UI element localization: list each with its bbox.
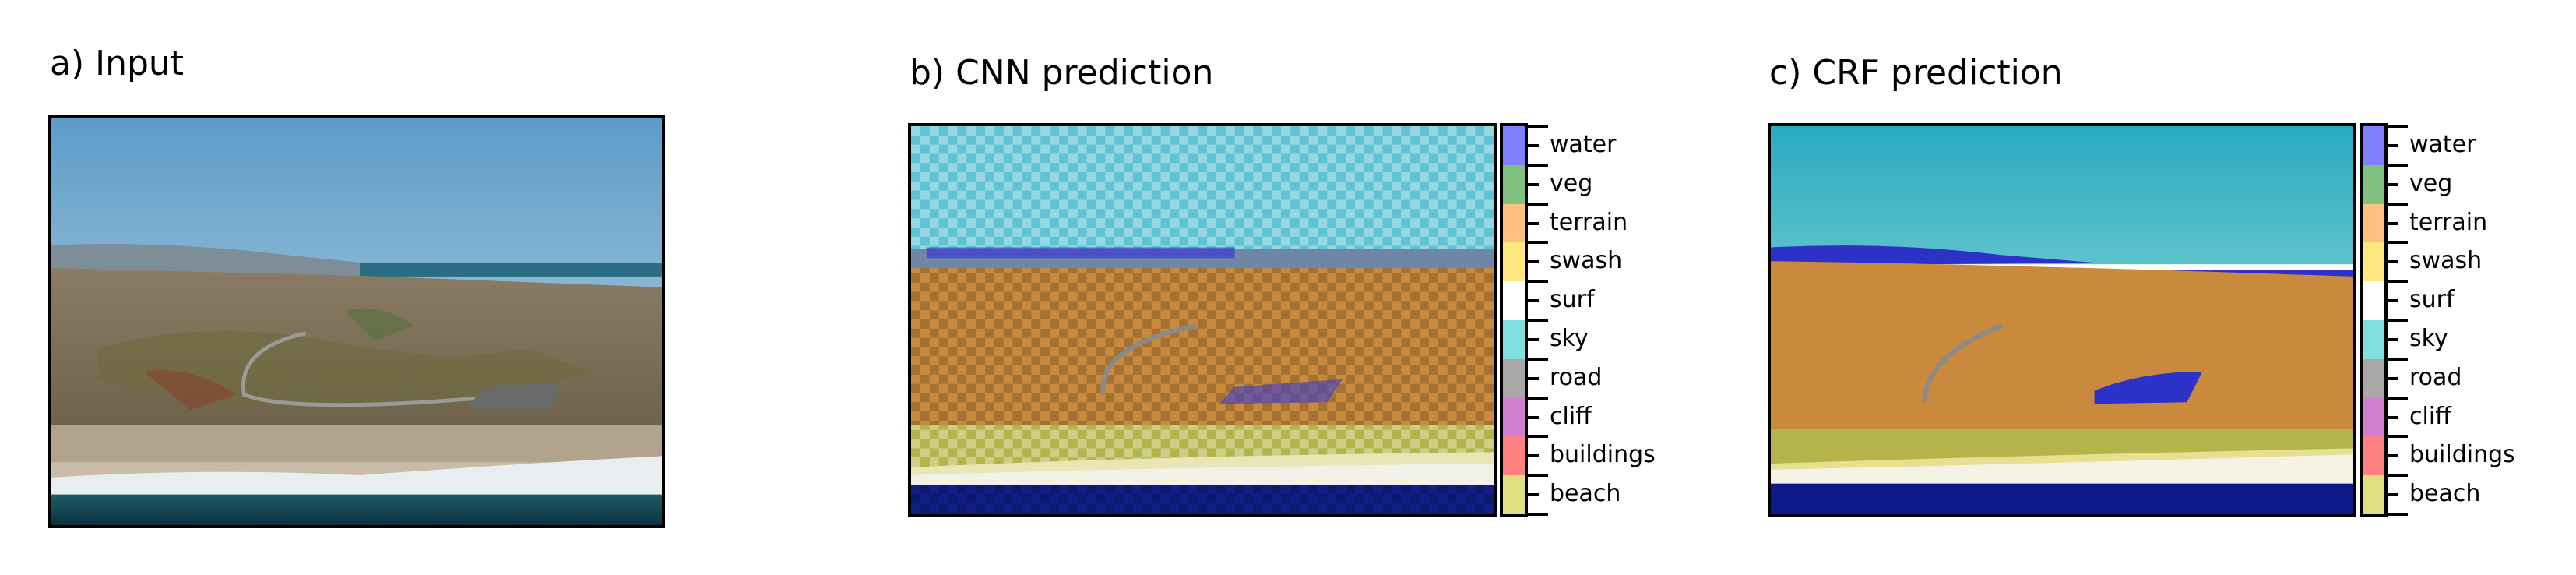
colorbar-segment-swash [1503, 242, 1525, 282]
colorbar-label-veg: veg [1550, 169, 1593, 197]
colorbar-boundary-tick [1528, 280, 1548, 284]
colorbar-boundary-tick [1528, 163, 1548, 167]
colorbar-boundary-tick [1528, 474, 1548, 478]
colorbar-boundary-tick [1528, 125, 1548, 128]
colorbar-label-veg: veg [2409, 169, 2453, 197]
colorbar-tick [1528, 221, 1539, 225]
colorbar-segment-surf [2363, 281, 2384, 320]
colorbar-tick [2388, 143, 2398, 147]
colorbar-boundary-tick [2388, 202, 2408, 206]
colorbar-segment-water [2363, 126, 2384, 165]
colorbar-boundary-tick [1528, 241, 1548, 245]
colorbar-label-sky: sky [2409, 324, 2448, 352]
colorbar-segment-cliff [1503, 397, 1525, 437]
colorbar-tick [2388, 221, 2398, 225]
cnn-colorbar [1500, 123, 1528, 517]
colorbar-boundary-tick [2388, 357, 2408, 361]
colorbar-boundary-tick [2388, 474, 2408, 478]
colorbar-tick [2388, 260, 2398, 264]
colorbar-boundary-tick [2388, 396, 2408, 400]
cnn-prediction-image [908, 123, 1497, 517]
colorbar-segment-sky [1503, 320, 1525, 359]
colorbar-boundary-tick [1528, 319, 1548, 322]
colorbar-tick [2388, 337, 2398, 341]
colorbar-segment-road [1503, 358, 1525, 398]
panel-c-title: c) CRF prediction [1769, 53, 2063, 93]
colorbar-segment-sky [2363, 320, 2384, 359]
colorbar-label-buildings: buildings [1550, 441, 1656, 469]
colorbar-boundary-tick [2388, 280, 2408, 284]
colorbar-tick [2388, 376, 2398, 380]
colorbar-segment-water [1503, 126, 1525, 165]
colorbar-label-road: road [2409, 363, 2462, 391]
colorbar-label-beach: beach [1550, 480, 1621, 508]
colorbar-label-swash: swash [2409, 247, 2483, 275]
colorbar-boundary-tick [2388, 241, 2408, 245]
colorbar-tick [1528, 493, 1539, 497]
colorbar-segment-veg [2363, 164, 2384, 204]
colorbar-boundary-tick [1528, 435, 1548, 439]
colorbar-label-terrain: terrain [2409, 208, 2488, 236]
crf-prediction-image [1768, 123, 2356, 517]
colorbar-boundary-tick [1528, 357, 1548, 361]
colorbar-boundary-tick [2388, 125, 2408, 128]
colorbar-segment-terrain [2363, 203, 2384, 243]
colorbar-boundary-tick [2388, 163, 2408, 167]
colorbar-label-cliff: cliff [1550, 402, 1592, 430]
colorbar-tick [2388, 299, 2398, 303]
colorbar-segment-beach [1503, 475, 1525, 514]
colorbar-label-swash: swash [1550, 247, 1623, 275]
colorbar-label-cliff: cliff [2409, 402, 2451, 430]
colorbar-tick [2388, 415, 2398, 419]
colorbar-tick [1528, 182, 1539, 186]
colorbar-segment-road [2363, 358, 2384, 398]
colorbar-label-surf: surf [1550, 286, 1595, 314]
colorbar-boundary-tick [1528, 396, 1548, 400]
colorbar-tick [1528, 415, 1539, 419]
colorbar-label-terrain: terrain [1550, 208, 1628, 236]
colorbar-label-sky: sky [1550, 324, 1589, 352]
colorbar-label-surf: surf [2409, 286, 2455, 314]
colorbar-boundary-tick [1528, 202, 1548, 206]
colorbar-tick [1528, 299, 1539, 303]
colorbar-tick [1528, 337, 1539, 341]
colorbar-segment-buildings [2363, 436, 2384, 476]
colorbar-tick [1528, 143, 1539, 147]
colorbar-label-beach: beach [2409, 480, 2481, 508]
colorbar-boundary-tick [2388, 435, 2408, 439]
colorbar-tick [2388, 454, 2398, 458]
colorbar-tick [1528, 260, 1539, 264]
colorbar-segment-cliff [2363, 397, 2384, 437]
colorbar-label-water: water [1550, 130, 1617, 158]
colorbar-label-road: road [1550, 363, 1603, 391]
crf-colorbar [2360, 123, 2388, 517]
colorbar-segment-terrain [1503, 203, 1525, 243]
colorbar-boundary-tick [2388, 319, 2408, 322]
colorbar-tick [1528, 454, 1539, 458]
colorbar-tick [2388, 182, 2398, 186]
colorbar-segment-buildings [1503, 436, 1525, 476]
colorbar-boundary-tick [2388, 513, 2408, 516]
panel-a-title: a) Input [50, 44, 185, 83]
colorbar-boundary-tick [1528, 513, 1548, 516]
colorbar-segment-beach [2363, 475, 2384, 514]
colorbar-segment-veg [1503, 164, 1525, 204]
panel-b-title: b) CNN prediction [910, 53, 1214, 93]
input-photo [48, 115, 665, 528]
colorbar-label-water: water [2409, 130, 2476, 158]
colorbar-label-buildings: buildings [2409, 441, 2515, 469]
colorbar-segment-swash [2363, 242, 2384, 282]
colorbar-segment-surf [1503, 281, 1525, 320]
colorbar-tick [1528, 376, 1539, 380]
colorbar-tick [2388, 493, 2398, 497]
